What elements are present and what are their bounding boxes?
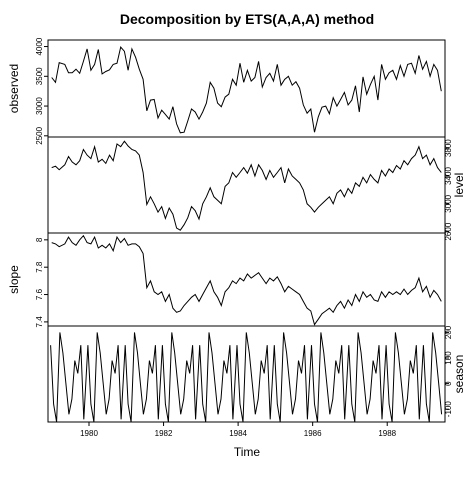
x-axis: 1980 1982 1984 1986 1988 — [80, 422, 397, 438]
y-tick-label-observed: 4000 — [35, 37, 44, 55]
y-tick-label-level: 2600 — [444, 222, 453, 240]
y-axis-label-slope: slope — [7, 265, 21, 294]
y-axis-label-observed: observed — [7, 64, 21, 113]
x-tick-label: 1986 — [304, 429, 322, 438]
x-axis-label: Time — [234, 445, 261, 459]
panel-level: 2600 3000 3400 3800 level — [47, 136, 466, 241]
y-axis-label-level: level — [452, 173, 466, 198]
series-line-slope — [51, 234, 442, 326]
y-tick-label-observed: 2500 — [35, 126, 44, 144]
y-tick-label-level: 3400 — [444, 167, 453, 185]
y-tick-label-slope: 7.8 — [35, 261, 44, 273]
panel-frame — [47, 136, 446, 234]
y-tick-label-season: 100 — [444, 351, 453, 365]
y-tick-label-observed: 3000 — [35, 97, 44, 115]
y-tick-label-season: 200 — [444, 325, 453, 339]
panel-frame — [47, 39, 446, 138]
y-tick-label-slope: 7.6 — [35, 288, 44, 300]
x-tick-label: 1982 — [155, 429, 173, 438]
y-tick-label-level: 3800 — [444, 139, 453, 157]
series-line-level — [51, 140, 442, 231]
y-tick-label-slope: 7.4 — [35, 316, 44, 328]
panels-layer: 2500 3000 3500 4000 observed 2600 3000 3400 3800… — [7, 37, 466, 438]
series-line-season — [50, 332, 443, 423]
chart-title: Decomposition by ETS(A,A,A) method — [120, 11, 374, 27]
x-tick-label: 1988 — [378, 429, 396, 438]
y-tick-label-observed: 3500 — [35, 67, 44, 85]
x-tick-label: 1984 — [229, 429, 247, 438]
y-tick-label-level: 3000 — [444, 194, 453, 212]
y-axis-label-season: season — [452, 355, 466, 394]
panel-frame — [47, 325, 446, 423]
y-tick-label-season: 0 — [444, 381, 453, 386]
y-tick-label-slope: 8 — [35, 237, 44, 242]
y-tick-label-season: -100 — [444, 401, 453, 418]
panel-season: -100 0 100 200 season — [47, 325, 466, 423]
panel-frame — [47, 232, 446, 327]
panel-slope: 7.4 7.6 7.8 8 slope — [7, 232, 446, 328]
panel-observed: 2500 3000 3500 4000 observed — [7, 37, 446, 145]
x-tick-label: 1980 — [80, 429, 98, 438]
series-line-observed — [51, 46, 442, 134]
